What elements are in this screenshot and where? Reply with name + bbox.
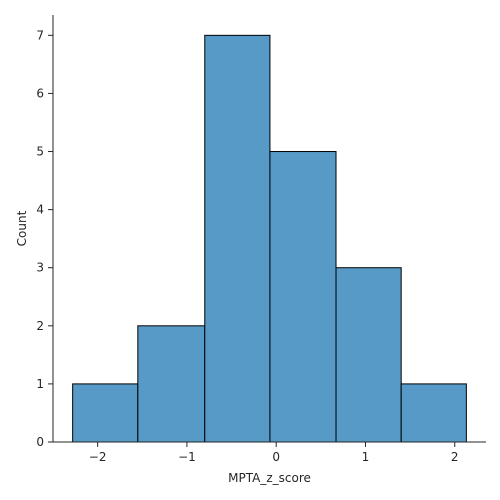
x-tick-label: 1 (362, 450, 370, 464)
histogram-bar (400, 383, 467, 443)
histogram-bar (72, 383, 139, 443)
histogram-bar (204, 34, 271, 443)
x-tick-label: 0 (272, 450, 280, 464)
x-axis-label: MPTA_z_score (228, 471, 311, 485)
x-ticks: −2 −1 0 1 2 (89, 442, 459, 464)
y-ticks: 0 1 2 3 4 5 6 7 (36, 28, 53, 449)
y-tick-label: 0 (36, 435, 44, 449)
y-tick-label: 1 (36, 377, 44, 391)
y-tick-label: 5 (36, 145, 44, 159)
x-tick-label: −2 (89, 450, 107, 464)
y-tick-label: 6 (36, 86, 44, 100)
y-tick-label: 7 (36, 28, 44, 42)
y-axis-label: Count (15, 210, 29, 246)
x-tick-label: 2 (451, 450, 459, 464)
bars-group (72, 34, 467, 443)
x-tick-label: −1 (178, 450, 196, 464)
histogram-bar (335, 267, 402, 443)
y-tick-label: 2 (36, 319, 44, 333)
histogram-bar (269, 151, 337, 443)
y-tick-label: 4 (36, 203, 44, 217)
histogram-bar (137, 325, 206, 443)
y-tick-label: 3 (36, 261, 44, 275)
